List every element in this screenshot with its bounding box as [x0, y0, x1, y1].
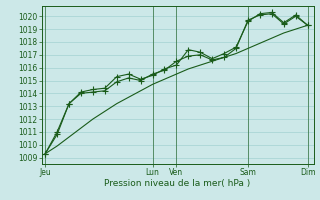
X-axis label: Pression niveau de la mer( hPa ): Pression niveau de la mer( hPa ) [104, 179, 251, 188]
